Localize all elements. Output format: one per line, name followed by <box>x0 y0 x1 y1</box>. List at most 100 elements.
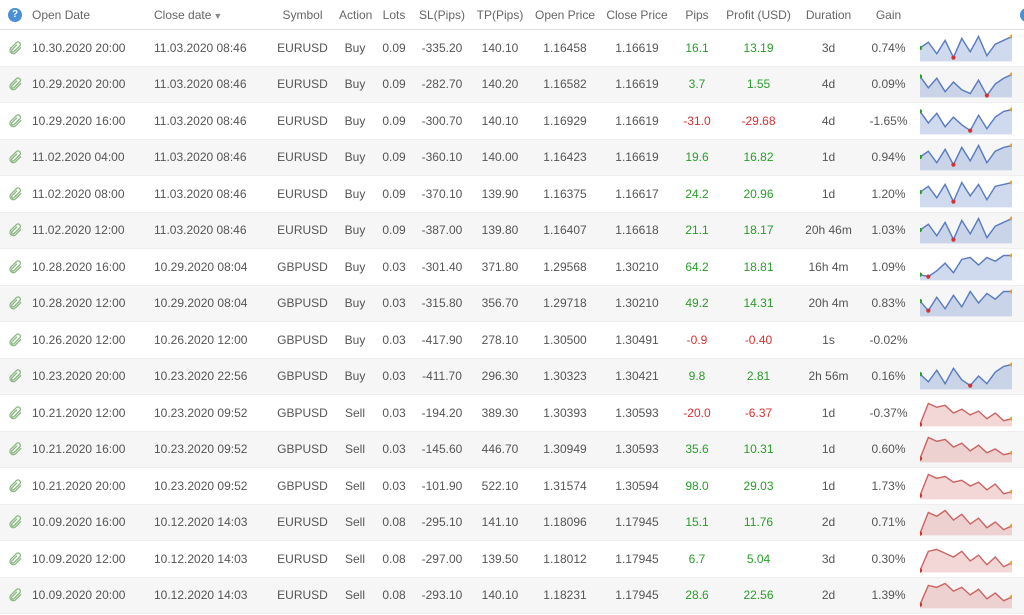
attach-icon[interactable] <box>0 222 30 238</box>
attach-icon-svg <box>7 40 23 56</box>
cell-duration: 1d <box>796 406 861 420</box>
attach-icon[interactable] <box>0 441 30 457</box>
attach-icon[interactable] <box>0 259 30 275</box>
sparkline-chart <box>920 252 1012 282</box>
attach-icon[interactable] <box>0 149 30 165</box>
help-col-left[interactable]: ? <box>0 8 30 22</box>
sparkline-chart <box>920 215 1012 245</box>
cell-close-price: 1.30593 <box>601 406 673 420</box>
symbol-link[interactable]: EURUSD <box>277 77 328 91</box>
cell-chart <box>916 104 1016 138</box>
attach-icon-svg <box>7 587 23 603</box>
header-close-price[interactable]: Close Price <box>601 8 673 22</box>
symbol-link[interactable]: EURUSD <box>277 114 328 128</box>
cell-open-price: 1.18231 <box>529 588 601 602</box>
cell-profit: 2.81 <box>721 369 796 383</box>
help-icon[interactable]: ? <box>8 8 22 22</box>
symbol-link[interactable]: EURUSD <box>277 223 328 237</box>
cell-lots: 0.09 <box>375 187 413 201</box>
symbol-link[interactable]: GBPUSD <box>277 479 328 493</box>
attach-icon[interactable] <box>0 478 30 494</box>
table-row[interactable]: 10.09.2020 20:00 10.12.2020 14:03 EURUSD… <box>0 578 1024 615</box>
table-row[interactable]: 10.26.2020 12:00 10.26.2020 12:00 GBPUSD… <box>0 322 1024 359</box>
header-gain[interactable]: Gain <box>861 8 916 22</box>
header-close-date[interactable]: Close date▼ <box>150 8 270 22</box>
symbol-link[interactable]: EURUSD <box>277 187 328 201</box>
cell-duration: 1d <box>796 479 861 493</box>
attach-icon[interactable] <box>0 40 30 56</box>
header-duration[interactable]: Duration <box>796 8 861 22</box>
symbol-link[interactable]: EURUSD <box>277 150 328 164</box>
attach-icon[interactable] <box>0 587 30 603</box>
table-row[interactable]: 10.28.2020 16:00 10.29.2020 08:04 GBPUSD… <box>0 249 1024 286</box>
symbol-link[interactable]: GBPUSD <box>277 333 328 347</box>
table-row[interactable]: 10.30.2020 20:00 11.03.2020 08:46 EURUSD… <box>0 30 1024 67</box>
attach-icon[interactable] <box>0 551 30 567</box>
header-tp[interactable]: TP(Pips) <box>471 8 529 22</box>
symbol-link[interactable]: EURUSD <box>277 588 328 602</box>
cell-chart <box>916 578 1016 612</box>
table-row[interactable]: 10.09.2020 16:00 10.12.2020 14:03 EURUSD… <box>0 505 1024 542</box>
header-symbol[interactable]: Symbol <box>270 8 335 22</box>
cell-chart <box>916 469 1016 503</box>
table-row[interactable]: 10.29.2020 16:00 11.03.2020 08:46 EURUSD… <box>0 103 1024 140</box>
attach-icon-svg <box>7 295 23 311</box>
cell-pips: -31.0 <box>673 114 721 128</box>
cell-lots: 0.03 <box>375 442 413 456</box>
attach-icon[interactable] <box>0 405 30 421</box>
help-col-right[interactable]: ? <box>1016 7 1024 23</box>
sparkline-chart <box>920 361 1012 391</box>
attach-icon[interactable] <box>0 295 30 311</box>
attach-icon-svg <box>7 441 23 457</box>
cell-duration: 2d <box>796 588 861 602</box>
attach-icon[interactable] <box>0 76 30 92</box>
cell-gain: -1.65% <box>861 114 916 128</box>
cell-open-date: 10.21.2020 20:00 <box>30 479 150 493</box>
symbol-link[interactable]: GBPUSD <box>277 296 328 310</box>
cell-open-price: 1.29718 <box>529 296 601 310</box>
table-row[interactable]: 11.02.2020 08:00 11.03.2020 08:46 EURUSD… <box>0 176 1024 213</box>
cell-open-date: 10.30.2020 20:00 <box>30 41 150 55</box>
table-row[interactable]: 10.21.2020 12:00 10.23.2020 09:52 GBPUSD… <box>0 395 1024 432</box>
header-open-date[interactable]: Open Date <box>30 8 150 22</box>
table-row[interactable]: 11.02.2020 04:00 11.03.2020 08:46 EURUSD… <box>0 140 1024 177</box>
table-row[interactable]: 11.02.2020 12:00 11.03.2020 08:46 EURUSD… <box>0 213 1024 250</box>
cell-sl: -101.90 <box>413 479 471 493</box>
symbol-link[interactable]: GBPUSD <box>277 260 328 274</box>
cell-sl: -417.90 <box>413 333 471 347</box>
help-icon[interactable]: ? <box>1020 8 1024 22</box>
cell-duration: 2d <box>796 515 861 529</box>
attach-icon[interactable] <box>0 332 30 348</box>
symbol-link[interactable]: GBPUSD <box>277 369 328 383</box>
cell-sl: -293.10 <box>413 588 471 602</box>
header-pips[interactable]: Pips <box>673 8 721 22</box>
table-row[interactable]: 10.29.2020 20:00 11.03.2020 08:46 EURUSD… <box>0 67 1024 104</box>
header-lots[interactable]: Lots <box>375 8 413 22</box>
table-row[interactable]: 10.23.2020 20:00 10.23.2020 22:56 GBPUSD… <box>0 359 1024 396</box>
header-sl[interactable]: SL(Pips) <box>413 8 471 22</box>
cell-lots: 0.09 <box>375 223 413 237</box>
attach-icon[interactable] <box>0 113 30 129</box>
header-open-price[interactable]: Open Price <box>529 8 601 22</box>
attach-icon[interactable] <box>0 186 30 202</box>
cell-duration: 4d <box>796 114 861 128</box>
symbol-link[interactable]: EURUSD <box>277 41 328 55</box>
header-action[interactable]: Action <box>335 8 375 22</box>
cell-open-price: 1.30393 <box>529 406 601 420</box>
cell-tp: 278.10 <box>471 333 529 347</box>
symbol-link[interactable]: GBPUSD <box>277 406 328 420</box>
header-profit[interactable]: Profit (USD) <box>721 8 796 22</box>
table-row[interactable]: 10.21.2020 16:00 10.23.2020 09:52 GBPUSD… <box>0 432 1024 469</box>
sort-desc-icon: ▼ <box>213 11 222 21</box>
attach-icon[interactable] <box>0 368 30 384</box>
symbol-link[interactable]: GBPUSD <box>277 442 328 456</box>
table-row[interactable]: 10.09.2020 12:00 10.12.2020 14:03 EURUSD… <box>0 541 1024 578</box>
cell-open-date: 10.09.2020 16:00 <box>30 515 150 529</box>
table-row[interactable]: 10.28.2020 12:00 10.29.2020 08:04 GBPUSD… <box>0 286 1024 323</box>
attach-icon[interactable] <box>0 514 30 530</box>
symbol-link[interactable]: EURUSD <box>277 515 328 529</box>
cell-symbol: EURUSD <box>270 77 335 91</box>
cell-profit: 20.96 <box>721 187 796 201</box>
symbol-link[interactable]: EURUSD <box>277 552 328 566</box>
table-row[interactable]: 10.21.2020 20:00 10.23.2020 09:52 GBPUSD… <box>0 468 1024 505</box>
